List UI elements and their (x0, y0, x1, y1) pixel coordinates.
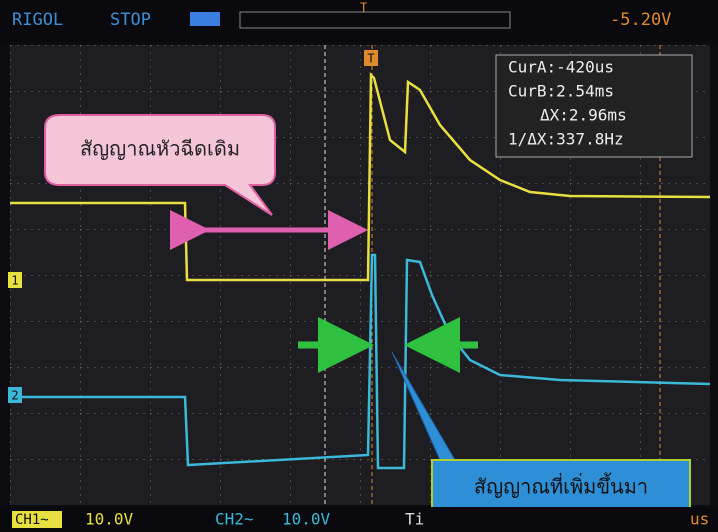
brand: RIGOL (12, 10, 63, 30)
time-label: Ti (405, 510, 424, 529)
trigger-tag-label: T (367, 52, 374, 66)
status: STOP (110, 10, 151, 30)
ch2-scale: 10.0V (282, 510, 331, 529)
battery-icon (190, 12, 220, 26)
cursor-readout: CurA:-420us (508, 58, 614, 77)
callout-text: สัญญาณหัวฉีดเดิม (80, 137, 240, 161)
scope-screen: RIGOL STOP T -5.20V CurA:-420us CurB:2.5… (0, 0, 718, 532)
callout-text: สัญญาณที่เพิ่มขึ้นมา (474, 473, 648, 499)
cursor-readout: CurB:2.54ms (508, 82, 614, 101)
ch2-tag-label: 2 (11, 389, 18, 403)
ch1-tag-label: 1 (11, 274, 18, 288)
trigger-level: -5.20V (610, 10, 671, 30)
ch1-label: CH1~ (15, 512, 49, 528)
trigger-marker: T (360, 1, 367, 15)
ch1-scale: 10.0V (85, 510, 134, 529)
cursor-readout: 1/ΔX:337.8Hz (508, 130, 624, 149)
time-unit: us (690, 510, 709, 529)
ch2-label: CH2~ (215, 510, 254, 529)
cursor-readout: ΔX:2.96ms (540, 106, 627, 125)
page: RIGOL STOP T -5.20V CurA:-420us CurB:2.5… (0, 0, 718, 532)
